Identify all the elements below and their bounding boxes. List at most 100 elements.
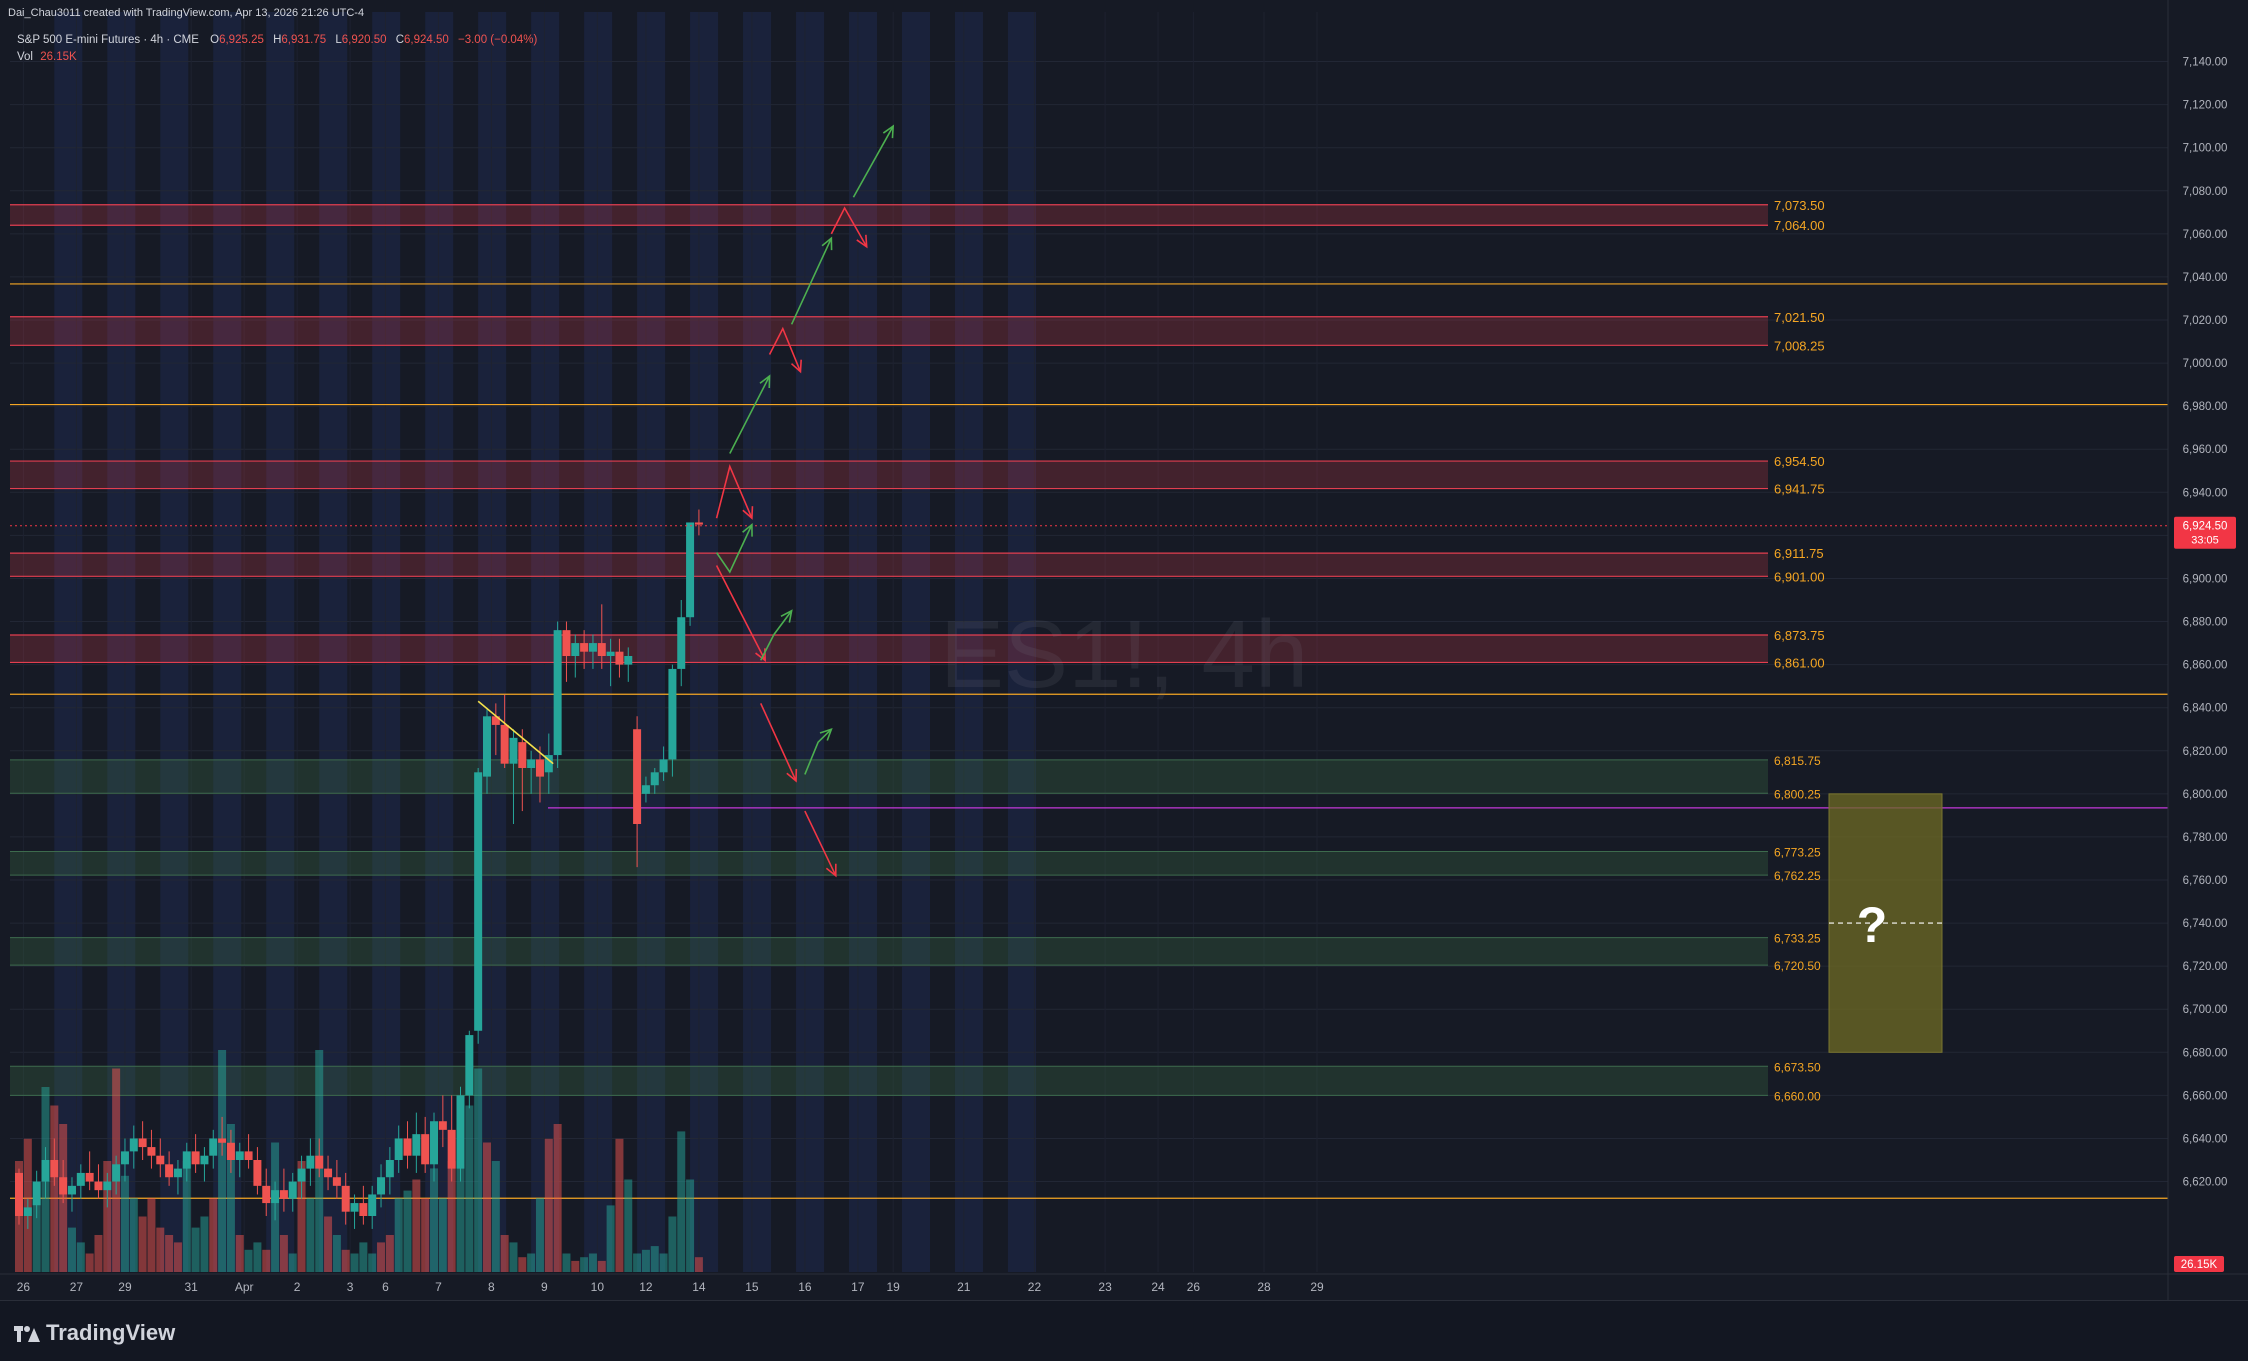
- candle-body: [288, 1181, 297, 1199]
- support-zone: [10, 937, 1768, 966]
- candle-body: [535, 759, 544, 777]
- volume-bar: [588, 1253, 597, 1272]
- candle-body: [500, 724, 509, 764]
- volume-bar: [182, 1161, 191, 1272]
- volume-bar: [580, 1257, 589, 1272]
- projection-arrowhead: [882, 124, 895, 139]
- projection-path: [760, 610, 793, 661]
- projection-arrowhead: [780, 609, 793, 623]
- candle-body: [438, 1121, 447, 1130]
- tradingview-logo[interactable]: TradingView: [14, 1320, 175, 1346]
- time-axis-tick: 27: [70, 1280, 84, 1294]
- candle-body: [668, 668, 677, 760]
- volume-bar: [94, 1235, 103, 1272]
- support-zone-top-label: 6,815.75: [1774, 754, 1821, 768]
- candle-body: [324, 1168, 333, 1178]
- volume-bar: [677, 1131, 686, 1272]
- support-zone-bottom-label: 6,800.25: [1774, 787, 1821, 801]
- symbol-name: S&P 500 E-mini Futures · 4h · CME: [17, 34, 199, 46]
- time-axis-tick: 22: [1028, 1280, 1042, 1294]
- volume-bar: [341, 1249, 350, 1272]
- volume-bar: [659, 1253, 668, 1272]
- ohlc-close: 6,924.50: [404, 34, 449, 46]
- volume-bar: [156, 1227, 165, 1272]
- ohlc-high: 6,931.75: [281, 34, 327, 46]
- candle-body: [85, 1172, 94, 1182]
- resistance-zone-bottom-label: 7,008.25: [1774, 338, 1825, 353]
- price-axis-background: [2168, 0, 2248, 1300]
- support-zone: [10, 1066, 1768, 1096]
- price-axis-tick: 7,100.00: [2183, 143, 2228, 155]
- session-shade: [743, 12, 772, 1272]
- volume-bar: [200, 1216, 209, 1272]
- volume-bar: [191, 1227, 200, 1272]
- projection-path: [729, 375, 771, 454]
- volume-bar: [359, 1242, 368, 1272]
- candle-body: [253, 1160, 262, 1186]
- candle-body: [59, 1177, 68, 1195]
- price-axis-tick: 6,720.00: [2183, 961, 2228, 973]
- volume-bar: [85, 1253, 94, 1272]
- volume-bar: [668, 1216, 677, 1272]
- volume-bar: [385, 1235, 394, 1272]
- support-zone-bottom-label: 6,660.00: [1774, 1089, 1821, 1103]
- volume-bar: [138, 1216, 147, 1272]
- candle-body: [394, 1138, 403, 1160]
- time-axis-tick: 26: [17, 1280, 31, 1294]
- candle-body: [244, 1151, 253, 1160]
- session-shade: [478, 12, 507, 1272]
- price-axis-tick: 6,780.00: [2183, 832, 2228, 844]
- time-axis-tick: 29: [1310, 1280, 1324, 1294]
- candle-body: [15, 1172, 23, 1216]
- volume-bar: [120, 1175, 129, 1272]
- candle-body: [359, 1203, 368, 1216]
- candle-body: [677, 617, 686, 669]
- candle-body: [147, 1147, 156, 1156]
- resistance-zone-bottom-label: 6,901.00: [1774, 569, 1825, 584]
- volume-bar: [571, 1260, 580, 1272]
- time-axis-tick: 31: [185, 1280, 199, 1294]
- candle-body: [447, 1129, 456, 1169]
- volume-bar: [129, 1198, 138, 1272]
- volume-bar: [482, 1142, 491, 1272]
- candle-body: [138, 1138, 147, 1148]
- symbol-legend[interactable]: S&P 500 E-mini Futures · 4h · CME O6,925…: [17, 34, 537, 46]
- volume-bar: [244, 1249, 253, 1272]
- volume-bar: [32, 1198, 41, 1272]
- chart-canvas[interactable]: 7,073.50 7,064.00 7,021.50 7,008.25 6,954.50…: [0, 0, 2248, 1300]
- time-axis-tick: 21: [957, 1280, 971, 1294]
- resistance-zone-top-label: 7,073.50: [1774, 198, 1825, 213]
- volume-bar: [253, 1242, 262, 1272]
- session-shade: [584, 12, 613, 1272]
- candle-body: [279, 1190, 288, 1199]
- volume-bar: [332, 1235, 341, 1272]
- last-price-label: 6,924.50: [2183, 521, 2228, 533]
- price-axis-tick: 6,700.00: [2183, 1004, 2228, 1016]
- candle-body: [482, 716, 491, 777]
- candle-body: [527, 759, 536, 768]
- candle-body: [474, 772, 483, 1031]
- candle-body: [50, 1160, 59, 1178]
- projection-path: [768, 326, 802, 372]
- candle-body: [430, 1121, 439, 1165]
- session-shade: [319, 12, 348, 1272]
- candle-body: [633, 729, 642, 824]
- candle-body: [544, 755, 553, 773]
- candle-body: [112, 1164, 121, 1182]
- volume-legend[interactable]: Vol 26.15K: [17, 51, 77, 63]
- projection-path: [790, 237, 833, 325]
- candle-body: [412, 1134, 421, 1156]
- volume-axis-label: 26.15K: [2181, 1259, 2218, 1271]
- price-axis-tick: 7,140.00: [2183, 57, 2228, 69]
- candle-body: [641, 785, 650, 794]
- ohlc-low-label: L: [335, 34, 342, 46]
- tradingview-logo-icon: [14, 1326, 40, 1343]
- price-axis-tick: 6,680.00: [2183, 1047, 2228, 1059]
- support-zone: [10, 851, 1768, 876]
- volume-bar: [297, 1161, 306, 1272]
- price-axis-tick: 6,800.00: [2183, 789, 2228, 801]
- volume-bar: [650, 1246, 659, 1272]
- volume-bar: [324, 1216, 333, 1272]
- volume-bar: [633, 1253, 642, 1272]
